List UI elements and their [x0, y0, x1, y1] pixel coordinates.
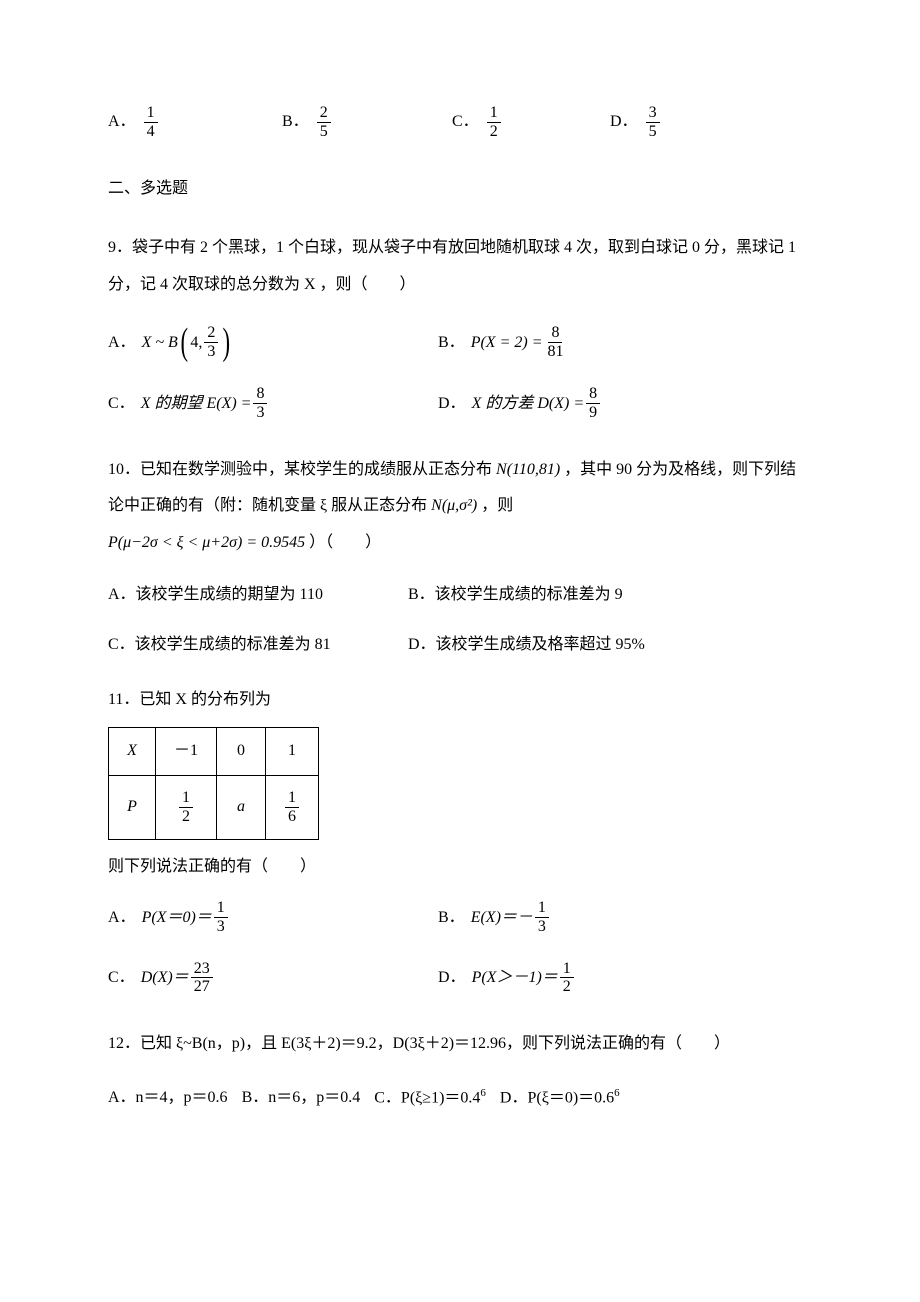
fraction: 2327	[191, 960, 213, 996]
table-row: X －1 0 1	[109, 727, 319, 775]
math-text: P(X＞－1)＝	[472, 965, 558, 991]
text: 10．已知在数学测验中，某校学生的成绩服从正态分布	[108, 461, 492, 478]
q11-option-c: C． D(X)＝ 2327	[108, 960, 438, 996]
q9-row2: C． X 的期望 E(X) = 83 D． X 的方差 D(X) = 89	[108, 385, 812, 421]
text: C．P(ξ≥1)＝0.4	[374, 1089, 480, 1106]
math-text: P(X = 2) =	[471, 330, 543, 356]
q11-row1: A． P(X＝0)＝ 13 B． E(X)＝－ 13	[108, 899, 812, 935]
q8-options: A． 14 B． 25 C． 12 D． 35	[108, 104, 812, 140]
option-label: C．	[108, 965, 135, 991]
fraction: 23	[204, 324, 218, 360]
table-cell: 16	[266, 775, 319, 839]
table-cell: P	[109, 775, 156, 839]
exam-page: A． 14 B． 25 C． 12 D． 35 二、多选题 9．袋子中有 2 个…	[0, 0, 920, 1170]
q9-option-d: D． X 的方差 D(X) = 89	[438, 385, 602, 421]
q8-option-b: B． 25	[282, 104, 452, 140]
math-text: N(110,81)	[496, 461, 560, 478]
q12-option-b: B．n＝6，p＝0.4	[242, 1085, 361, 1111]
superscript: 6	[614, 1087, 620, 1099]
q11-option-a: A． P(X＝0)＝ 13	[108, 899, 438, 935]
text: ，则	[481, 497, 513, 514]
fraction: 25	[317, 104, 331, 140]
q10-stem: 10．已知在数学测验中，某校学生的成绩服从正态分布 N(110,81) ，其中 …	[108, 452, 812, 562]
fraction: 13	[535, 899, 549, 935]
math-text: E(X)＝－	[471, 905, 533, 931]
q11-row2: C． D(X)＝ 2327 D． P(X＞－1)＝ 12	[108, 960, 812, 996]
q8-option-d: D． 35	[610, 104, 662, 140]
fraction: 12	[560, 960, 574, 996]
q10-row1: A．该校学生成绩的期望为 110 B．该校学生成绩的标准差为 9	[108, 582, 812, 608]
option-label: D．	[610, 109, 638, 135]
fraction: 14	[144, 104, 158, 140]
fraction: 881	[544, 324, 566, 360]
section-2-header: 二、多选题	[108, 176, 812, 202]
fraction: 13	[214, 899, 228, 935]
math-text: X ~ B	[142, 330, 178, 356]
option-label: C．	[108, 391, 135, 417]
fraction: 12	[179, 789, 193, 825]
text: D．P(ξ＝0)＝0.6	[500, 1089, 614, 1106]
q11-stem: 11．已知 X 的分布列为	[108, 687, 812, 713]
superscript: 6	[480, 1087, 486, 1099]
q10-option-a: A．该校学生成绩的期望为 110	[108, 582, 408, 608]
q10-option-d: D．该校学生成绩及格率超过 95%	[408, 632, 645, 658]
fraction: 16	[285, 789, 299, 825]
text: ）（ ）	[309, 534, 381, 551]
q12-option-a: A．n＝4，p＝0.6	[108, 1085, 228, 1111]
math-text: P(X＝0)＝	[142, 905, 212, 931]
q11-option-d: D． P(X＞－1)＝ 12	[438, 960, 576, 996]
q9-stem: 9．袋子中有 2 个黑球，1 个白球，现从袋子中有放回地随机取球 4 次，取到白…	[108, 230, 812, 304]
option-label: B．	[438, 330, 465, 356]
option-label: B．	[282, 109, 309, 135]
option-label: A．	[108, 109, 136, 135]
math-text: P(μ−2σ < ξ < μ+2σ) = 0.9545	[108, 534, 305, 551]
table-cell: －1	[156, 727, 217, 775]
table-cell: a	[217, 775, 266, 839]
math-text: X 的期望 E(X) =	[141, 391, 252, 417]
math-text: X 的方差 D(X) =	[472, 391, 585, 417]
value: 4,	[190, 330, 202, 356]
q9-option-a: A． X ~ B ( 4, 23 )	[108, 323, 438, 361]
q12-option-d: D．P(ξ＝0)＝0.66	[500, 1085, 620, 1111]
fraction: 35	[646, 104, 660, 140]
q11-distribution-table: X －1 0 1 P 12 a 16	[108, 727, 319, 840]
left-paren-icon: (	[180, 323, 188, 361]
q11-option-b: B． E(X)＝－ 13	[438, 899, 551, 935]
option-label: A．	[108, 905, 136, 931]
option-label: C．	[452, 109, 479, 135]
q10-row2: C．该校学生成绩的标准差为 81 D．该校学生成绩及格率超过 95%	[108, 632, 812, 658]
q12-stem: 12．已知 ξ~B(n，p)，且 E(3ξ＋2)＝9.2，D(3ξ＋2)＝12.…	[108, 1026, 812, 1063]
fraction: 89	[586, 385, 600, 421]
option-label: A．	[108, 330, 136, 356]
table-cell: 1	[266, 727, 319, 775]
option-label: B．	[438, 905, 465, 931]
option-label: D．	[438, 391, 466, 417]
math-text: D(X)＝	[141, 965, 189, 991]
q8-option-c: C． 12	[452, 104, 610, 140]
q10-option-b: B．该校学生成绩的标准差为 9	[408, 582, 623, 608]
q10-option-c: C．该校学生成绩的标准差为 81	[108, 632, 408, 658]
q8-option-a: A． 14	[108, 104, 282, 140]
table-cell: 12	[156, 775, 217, 839]
table-cell: X	[109, 727, 156, 775]
table-cell: 0	[217, 727, 266, 775]
option-label: D．	[438, 965, 466, 991]
q12-option-c: C．P(ξ≥1)＝0.46	[374, 1085, 486, 1111]
math-text: N(μ,σ²)	[431, 497, 477, 514]
fraction: 12	[487, 104, 501, 140]
table-row: P 12 a 16	[109, 775, 319, 839]
q11-follow: 则下列说法正确的有（ ）	[108, 854, 812, 880]
right-paren-icon: )	[223, 323, 231, 361]
q9-option-b: B． P(X = 2) = 881	[438, 323, 568, 361]
q12-options: A．n＝4，p＝0.6 B．n＝6，p＝0.4 C．P(ξ≥1)＝0.46 D．…	[108, 1085, 812, 1111]
q9-row1: A． X ~ B ( 4, 23 ) B． P(X = 2) = 881	[108, 323, 812, 361]
q9-option-c: C． X 的期望 E(X) = 83	[108, 385, 438, 421]
fraction: 83	[253, 385, 267, 421]
